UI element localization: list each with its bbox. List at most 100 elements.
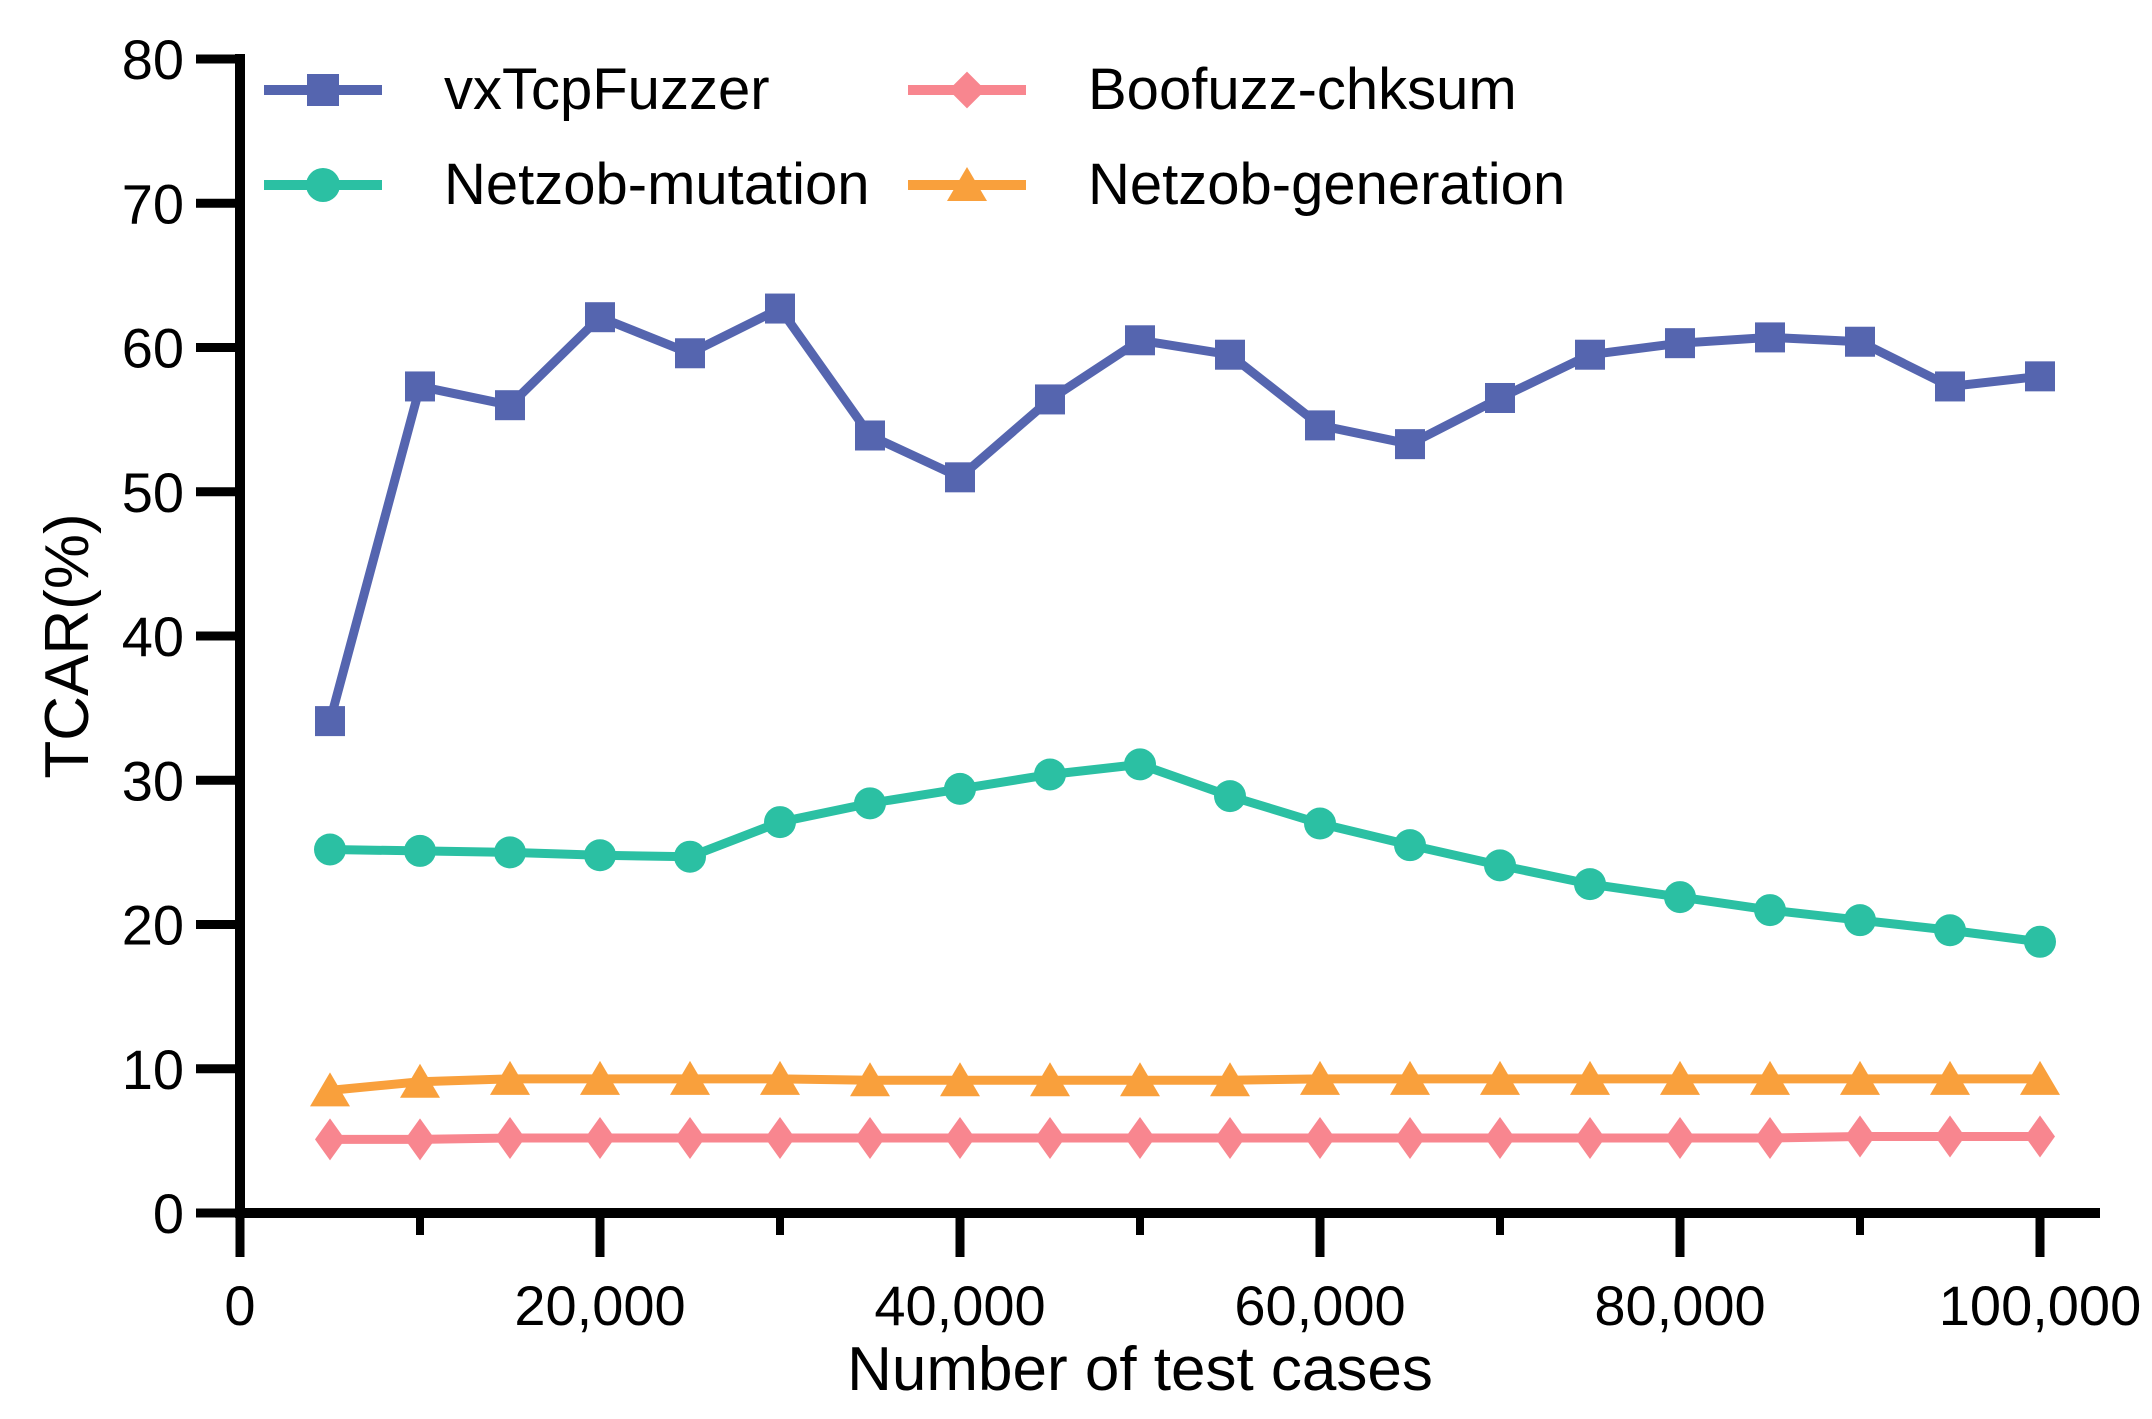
data-point-circle: [404, 834, 436, 867]
y-tick-label: 30: [122, 749, 184, 812]
data-point-triangle: [1300, 1060, 1340, 1095]
data-point-square: [765, 293, 795, 324]
data-point-triangle: [850, 1062, 890, 1097]
y-tick-label: 60: [122, 317, 184, 380]
data-point-diamond: [2025, 1115, 2055, 1158]
data-point-diamond: [945, 1116, 975, 1159]
data-point-circle: [1304, 807, 1336, 840]
data-point-diamond: [1665, 1116, 1695, 1159]
data-point-square: [1035, 384, 1065, 415]
data-point-triangle: [760, 1060, 800, 1095]
data-point-circle: [1574, 868, 1606, 901]
data-point-triangle: [2020, 1060, 2060, 1095]
y-tick-label: 70: [122, 172, 184, 235]
data-point-circle: [584, 839, 616, 872]
x-tick-label: 0: [224, 1274, 255, 1337]
x-tick-label: 60,000: [1234, 1274, 1405, 1337]
data-point-diamond: [1755, 1116, 1785, 1159]
data-point-triangle: [1660, 1060, 1700, 1095]
data-point-diamond: [495, 1116, 525, 1159]
data-point-circle: [1034, 758, 1066, 791]
data-point-diamond: [1215, 1116, 1245, 1159]
x-tick-label: 100,000: [1939, 1274, 2141, 1337]
y-tick-label: 10: [122, 1038, 184, 1101]
y-tick-label: 50: [122, 461, 184, 524]
series-line-vxtcpfuzzer: [325, 302, 2041, 723]
y-axis-title: TCAR(%): [33, 513, 102, 778]
data-point-circle: [854, 787, 886, 820]
data-point-square: [1755, 322, 1785, 353]
data-point-triangle: [580, 1060, 620, 1095]
data-point-triangle: [670, 1060, 710, 1095]
x-tick-label: 20,000: [514, 1274, 685, 1337]
data-point-circle: [1214, 780, 1246, 813]
data-point-square: [405, 371, 435, 402]
data-point-circle: [1754, 894, 1786, 927]
data-point-square: [315, 706, 345, 737]
data-point-diamond: [315, 1118, 345, 1161]
data-point-square: [1125, 325, 1155, 356]
data-point-triangle: [400, 1063, 440, 1098]
data-point-circle: [674, 840, 706, 873]
data-point-triangle: [1930, 1060, 1970, 1095]
data-point-square: [1845, 326, 1875, 357]
data-point-circle: [2024, 925, 2056, 958]
data-point-triangle: [490, 1060, 530, 1095]
data-point-diamond: [1935, 1115, 1965, 1158]
data-point-diamond: [765, 1116, 795, 1159]
data-point-circle: [494, 836, 526, 869]
data-point-square: [1935, 371, 1965, 402]
data-point-diamond: [1305, 1116, 1335, 1159]
data-point-diamond: [1485, 1116, 1515, 1159]
data-point-circle: [314, 833, 346, 866]
data-point-diamond: [855, 1116, 885, 1159]
data-point-diamond: [1035, 1116, 1065, 1159]
data-point-square: [1395, 429, 1425, 460]
data-point-diamond: [1575, 1116, 1605, 1159]
data-point-circle: [764, 806, 796, 839]
data-point-circle: [944, 772, 976, 805]
data-point-square: [495, 390, 525, 421]
y-tick-label: 40: [122, 605, 184, 668]
x-tick-label: 40,000: [874, 1274, 1045, 1337]
y-tick-label: 0: [153, 1182, 184, 1245]
data-point-square: [855, 420, 885, 451]
x-tick-label: 80,000: [1594, 1274, 1765, 1337]
data-point-circle: [1484, 849, 1516, 882]
data-point-circle: [1844, 904, 1876, 937]
data-point-square: [945, 462, 975, 493]
data-point-diamond: [1845, 1115, 1875, 1158]
data-point-diamond: [675, 1116, 705, 1159]
data-point-square: [2025, 361, 2055, 392]
data-point-triangle: [1480, 1060, 1520, 1095]
data-point-square: [1575, 339, 1605, 370]
y-tick-label: 20: [122, 894, 184, 957]
x-axis-title: Number of test cases: [847, 1335, 1433, 1404]
data-point-circle: [1394, 829, 1426, 862]
data-point-circle: [1124, 748, 1156, 781]
data-point-triangle: [1120, 1062, 1160, 1097]
y-tick-label: 80: [122, 28, 184, 91]
data-point-diamond: [1395, 1116, 1425, 1159]
data-point-triangle: [940, 1062, 980, 1097]
data-point-square: [1305, 410, 1335, 441]
data-point-square: [1215, 339, 1245, 370]
data-point-diamond: [585, 1116, 615, 1159]
data-point-circle: [1664, 881, 1696, 914]
data-point-square: [585, 302, 615, 333]
data-point-diamond: [1125, 1116, 1155, 1159]
data-point-triangle: [310, 1072, 350, 1107]
data-point-triangle: [1390, 1060, 1430, 1095]
data-point-triangle: [1750, 1060, 1790, 1095]
data-point-circle: [1934, 914, 1966, 947]
data-point-triangle: [1030, 1062, 1070, 1097]
data-point-square: [675, 338, 705, 369]
series-line-netzob-generation: [329, 1074, 2040, 1095]
data-point-square: [1485, 382, 1515, 413]
data-point-square: [1665, 328, 1695, 359]
data-point-triangle: [1840, 1060, 1880, 1095]
data-point-diamond: [405, 1118, 435, 1161]
data-point-triangle: [1570, 1060, 1610, 1095]
